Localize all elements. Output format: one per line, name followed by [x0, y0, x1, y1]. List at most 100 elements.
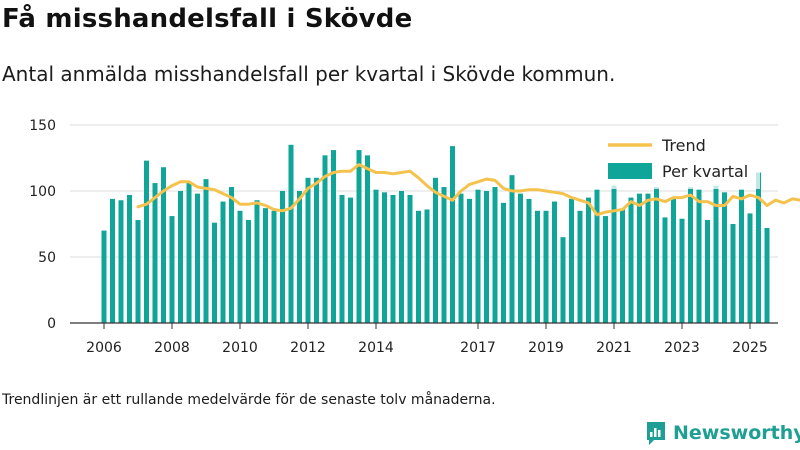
bar-12 [203, 179, 209, 323]
legend: Trend Per kvartal [602, 131, 760, 189]
newsworthy-logo-icon [647, 422, 665, 445]
bar-72 [713, 185, 719, 323]
bar-48 [509, 175, 515, 323]
bar-37 [416, 210, 421, 323]
bar-16 [237, 210, 243, 323]
bar-8 [169, 216, 175, 323]
bar-25 [314, 177, 319, 323]
x-tick-label-2008: 2008 [154, 340, 190, 356]
bar-68 [679, 218, 685, 323]
x-tick-label-2023: 2023 [664, 340, 700, 356]
bar-24 [305, 177, 311, 323]
bar-10 [186, 181, 192, 323]
bar-52 [543, 210, 549, 323]
bar-60 [611, 185, 617, 323]
bar-14 [220, 201, 226, 323]
bar-75 [739, 189, 744, 323]
y-tick-label-100: 100 [29, 184, 56, 200]
x-tick-label-2006: 2006 [86, 340, 122, 356]
bar-66 [662, 217, 668, 323]
bar-78 [764, 227, 770, 323]
bar-30 [356, 150, 362, 323]
bar-13 [212, 222, 217, 323]
bar-34 [390, 194, 396, 323]
bar-61 [620, 209, 625, 323]
bar-59 [603, 216, 608, 323]
bar-47 [501, 202, 506, 323]
bar-3 [127, 194, 132, 323]
x-tick-label-2021: 2021 [596, 340, 632, 356]
bar-51 [535, 210, 540, 323]
bar-71 [705, 220, 710, 323]
bar-32 [373, 189, 379, 323]
bar-23 [297, 191, 302, 323]
bar-57 [586, 197, 591, 323]
bar-62 [628, 197, 634, 323]
x-tick-label-2012: 2012 [290, 340, 326, 356]
bar-67 [671, 198, 676, 323]
bar-27 [331, 150, 336, 323]
bar-43 [467, 198, 472, 323]
brand[interactable]: Newsworthy [645, 420, 800, 446]
bar-77 [756, 172, 761, 323]
bar-49 [518, 193, 523, 323]
bar-42 [458, 193, 464, 323]
x-tick-label-2025: 2025 [732, 340, 768, 356]
legend-background [602, 131, 760, 189]
bar-29 [348, 197, 353, 323]
bar-31 [365, 155, 370, 323]
bar-0 [101, 230, 107, 323]
legend-label-per-kvartal: Per kvartal [662, 162, 748, 181]
footnote: Trendlinjen är ett rullande medelvärde f… [2, 392, 496, 408]
bar-73 [722, 192, 727, 323]
bar-35 [399, 191, 404, 323]
bar-69 [688, 187, 693, 323]
bar-64 [645, 193, 651, 323]
bar-4 [135, 220, 141, 323]
bar-39 [433, 177, 438, 323]
bar-21 [280, 191, 285, 323]
bar-45 [484, 191, 489, 323]
bar-2 [118, 200, 124, 323]
bar-46 [492, 187, 498, 323]
bar-22 [288, 144, 294, 323]
chart-title: Få misshandelsfall i Skövde [2, 4, 413, 34]
bar-36 [407, 194, 413, 323]
y-tick-label-150: 150 [29, 118, 56, 134]
x-tick-label-2017: 2017 [460, 340, 496, 356]
bar-5 [144, 160, 149, 323]
bar-33 [382, 192, 387, 323]
brand-name: Newsworthy [673, 422, 800, 444]
y-tick-label-0: 0 [47, 316, 56, 332]
bar-38 [424, 209, 430, 323]
bar-26 [322, 155, 328, 323]
trend-line [136, 163, 800, 217]
bar-41 [450, 146, 455, 323]
bar-56 [577, 210, 583, 323]
bar-18 [254, 200, 260, 323]
bar-20 [271, 210, 277, 323]
bar-63 [637, 193, 642, 323]
axes: 0 50 100 150 2006 2008 2010 2012 2014 2017 2019 202… [29, 118, 778, 356]
bar-55 [569, 198, 574, 323]
bar-70 [696, 189, 702, 323]
chart-area: 0 50 100 150 2006 2008 2010 2012 2014 2017 2019 202… [29, 118, 800, 356]
x-tick-label-2019: 2019 [528, 340, 564, 356]
bar-40 [441, 187, 447, 323]
bar-74 [730, 224, 736, 323]
bar-11 [195, 193, 200, 323]
bar-6 [152, 183, 158, 323]
bar-15 [229, 187, 234, 323]
x-tick-label-2010: 2010 [222, 340, 258, 356]
bar-17 [246, 220, 251, 323]
bar-7 [161, 167, 166, 323]
bar-1 [110, 198, 115, 323]
x-tick-label-2014: 2014 [358, 340, 394, 356]
bar-54 [560, 237, 566, 323]
trend-series [136, 163, 800, 217]
bar-58 [594, 189, 600, 323]
bar-76 [747, 213, 753, 323]
bar-44 [475, 189, 481, 323]
bar-53 [552, 201, 557, 323]
bar-50 [526, 198, 532, 323]
